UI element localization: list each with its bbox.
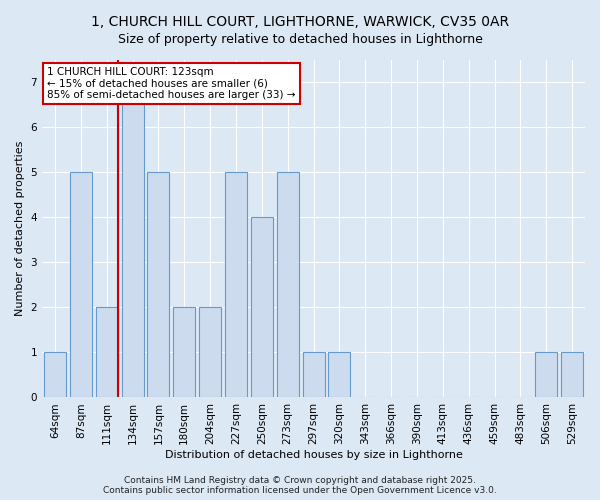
Bar [44, 352, 66, 398]
Bar [277, 172, 299, 398]
Text: Size of property relative to detached houses in Lighthorne: Size of property relative to detached ho… [118, 32, 482, 46]
Text: 1 CHURCH HILL COURT: 123sqm
← 15% of detached houses are smaller (6)
85% of semi: 1 CHURCH HILL COURT: 123sqm ← 15% of det… [47, 66, 296, 100]
Bar [328, 352, 350, 398]
Text: Contains HM Land Registry data © Crown copyright and database right 2025.
Contai: Contains HM Land Registry data © Crown c… [103, 476, 497, 495]
Bar [70, 172, 92, 398]
Bar [95, 308, 118, 398]
Bar [122, 82, 143, 398]
Bar [535, 352, 557, 398]
X-axis label: Distribution of detached houses by size in Lighthorne: Distribution of detached houses by size … [164, 450, 463, 460]
Bar [561, 352, 583, 398]
Y-axis label: Number of detached properties: Number of detached properties [15, 141, 25, 316]
Text: 1, CHURCH HILL COURT, LIGHTHORNE, WARWICK, CV35 0AR: 1, CHURCH HILL COURT, LIGHTHORNE, WARWIC… [91, 15, 509, 29]
Bar [251, 218, 273, 398]
Bar [225, 172, 247, 398]
Bar [173, 308, 195, 398]
Bar [302, 352, 325, 398]
Bar [199, 308, 221, 398]
Bar [148, 172, 169, 398]
